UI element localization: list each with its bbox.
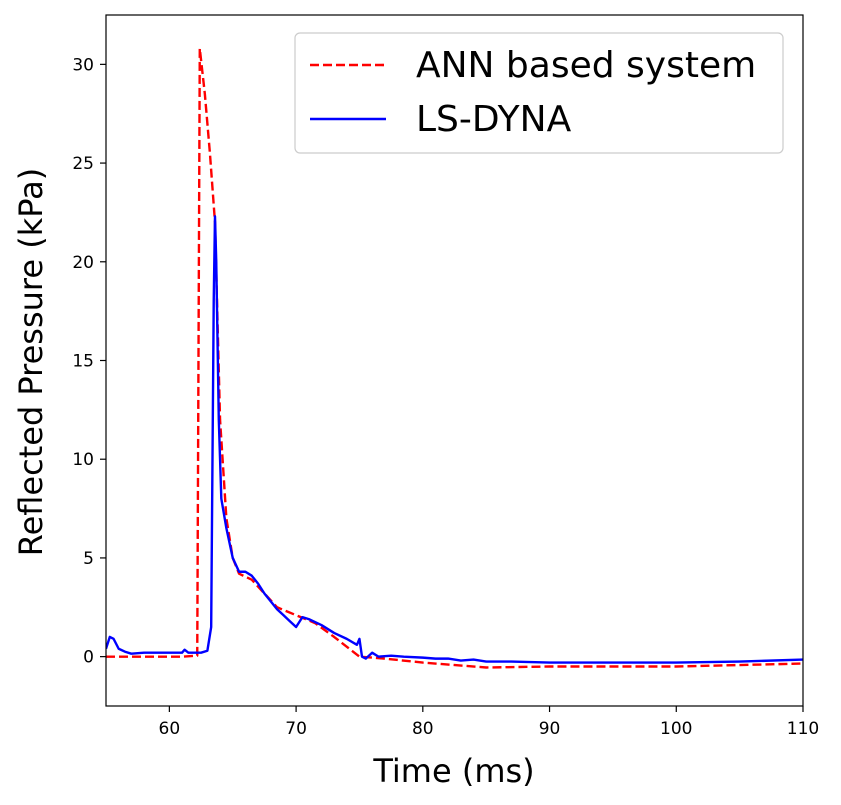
x-axis-label: Time (ms)	[372, 752, 534, 790]
y-tick-label: 10	[72, 450, 94, 470]
y-axis: 0 5 10 15 20 25 30	[72, 55, 106, 668]
x-axis: 60 70 80 90 100 110	[159, 706, 819, 739]
y-tick-label: 0	[83, 648, 94, 668]
x-tick-label: 70	[285, 719, 307, 739]
x-tick-label: 90	[539, 719, 561, 739]
y-tick-label: 20	[72, 253, 94, 273]
series-line-lsdyna	[106, 215, 803, 664]
x-tick-label: 80	[412, 719, 434, 739]
y-tick-label: 5	[83, 549, 94, 569]
y-tick-label: 30	[72, 55, 94, 75]
x-tick-label: 100	[660, 719, 692, 739]
y-tick-label: 15	[72, 352, 94, 372]
y-tick-label: 25	[72, 154, 94, 174]
legend: ANN based system LS-DYNA	[294, 32, 784, 154]
x-tick-label: 110	[787, 719, 819, 739]
legend-label-ann: ANN based system	[416, 45, 756, 86]
series-layer	[106, 47, 803, 669]
legend-label-lsdyna: LS-DYNA	[416, 99, 572, 140]
x-tick-label: 60	[159, 719, 181, 739]
y-axis-label: Reflected Pressure (kPa)	[12, 168, 50, 556]
series-line-ann	[106, 47, 803, 669]
legend-box	[294, 32, 784, 154]
